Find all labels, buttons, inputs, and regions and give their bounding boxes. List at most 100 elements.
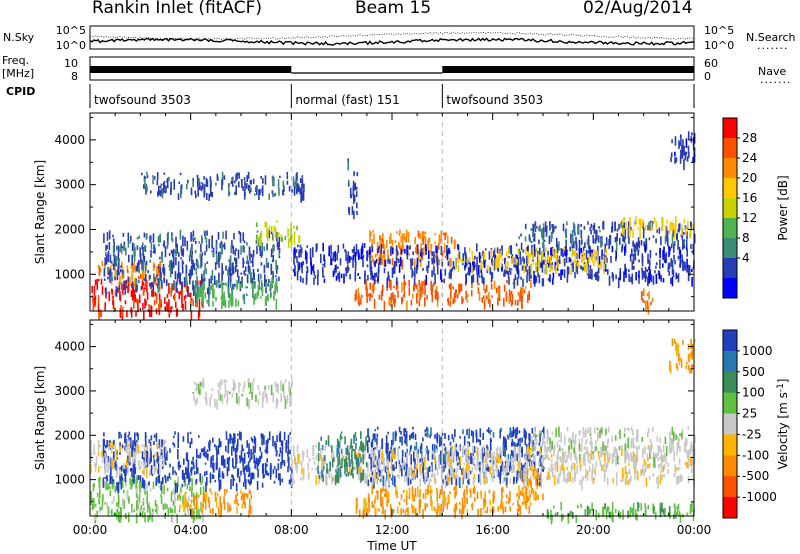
power-panel: 1000 2000 3000 4000 Slant Range [km] bbox=[33, 112, 696, 322]
data-patches bbox=[90, 338, 696, 525]
data-patch bbox=[194, 279, 278, 310]
data-patch bbox=[178, 488, 253, 519]
colorbar-swatch bbox=[723, 258, 737, 279]
sky-noise-line bbox=[89, 37, 695, 46]
y-tick-label: 2000 bbox=[54, 428, 85, 442]
colorbar-swatch bbox=[723, 392, 737, 415]
colorbar-swatch bbox=[723, 218, 737, 239]
n-search-label: N.Search bbox=[746, 31, 796, 44]
x-tick-label: 00:00 bbox=[677, 523, 712, 537]
cpid-segment-label: twofsound 3503 bbox=[446, 93, 543, 107]
colorbar-swatch bbox=[723, 497, 737, 519]
colorbar-swatch bbox=[723, 178, 737, 199]
colorbar-swatch bbox=[723, 455, 737, 477]
data-patch bbox=[90, 439, 167, 479]
data-patch-speckle bbox=[294, 445, 692, 488]
freq-band-1 bbox=[90, 66, 292, 73]
colorbar-tick-label: -25 bbox=[742, 427, 762, 441]
colorbar-tick-label: -100 bbox=[742, 448, 769, 462]
colorbar-swatch bbox=[723, 350, 737, 373]
freq-tick-left-bottom: 8 bbox=[71, 70, 78, 83]
cpid-label: CPID bbox=[6, 85, 36, 98]
colorbar-tick-label: 16 bbox=[742, 191, 757, 205]
cpid-panel: twofsound 3503 normal (fast) 151 twofsound… bbox=[89, 84, 695, 108]
data-patch bbox=[90, 475, 205, 524]
noise-tick-left-top: 10^5 bbox=[56, 24, 86, 37]
data-patch-speckle bbox=[347, 161, 350, 183]
colorbar-tick-label: 25 bbox=[742, 407, 757, 421]
data-patch bbox=[640, 290, 652, 310]
colorbar-swatch bbox=[723, 330, 737, 352]
velocity-panel: 1000 2000 3000 4000 Slant Range [km] bbox=[33, 319, 696, 525]
frequency-panel: 108 600 bbox=[64, 56, 718, 83]
x-tick-label: 20:00 bbox=[576, 523, 611, 537]
colorbar-swatch bbox=[723, 198, 737, 219]
colorbar-swatch bbox=[723, 413, 737, 435]
data-patch bbox=[256, 220, 301, 249]
data-patch bbox=[291, 444, 696, 490]
colorbar-tick-label: 12 bbox=[742, 211, 757, 225]
noise-tick-right-bottom: 10^0 bbox=[704, 39, 734, 52]
colorbar-tick-label: 100 bbox=[742, 386, 765, 400]
y-tick-label: 1000 bbox=[54, 473, 85, 487]
colorbar-swatch bbox=[723, 278, 737, 299]
y-axis-label: Slant Range [km] bbox=[33, 160, 47, 264]
power-colorbar: 28 24 20 16 12 8 4 Power [dB] bbox=[722, 117, 790, 299]
plot-area bbox=[90, 320, 694, 516]
x-tick-label: 00:00 bbox=[73, 523, 108, 537]
colorbar-tick-label: 4 bbox=[742, 251, 750, 265]
colorbar-label: Velocity [m s-1] bbox=[776, 379, 790, 470]
colorbar-tick-label: 24 bbox=[742, 151, 757, 165]
y-tick-label: 1000 bbox=[54, 267, 85, 281]
data-patch bbox=[97, 260, 165, 288]
data-patches bbox=[91, 131, 696, 322]
data-patch bbox=[455, 247, 608, 276]
data-patch bbox=[366, 426, 545, 489]
data-patch bbox=[669, 338, 694, 374]
y-tick-label: 3000 bbox=[54, 178, 85, 192]
x-axis-label: Time UT bbox=[366, 539, 417, 553]
data-patch bbox=[530, 426, 696, 467]
data-patch-speckle bbox=[317, 431, 359, 478]
freq-band-2 bbox=[442, 66, 694, 73]
y-axis-label: Slant Range [km] bbox=[33, 366, 47, 470]
data-patch-speckle bbox=[670, 339, 696, 374]
nave-tick-right-top: 60 bbox=[704, 57, 718, 70]
x-tick-label: 16:00 bbox=[475, 523, 510, 537]
colorbar-frame bbox=[722, 117, 738, 299]
colorbar-tick-label: 500 bbox=[742, 365, 765, 379]
y-tick-label: 4000 bbox=[54, 340, 85, 354]
colorbar-swatch bbox=[723, 158, 737, 179]
colorbar-frame bbox=[722, 329, 738, 519]
freq-tick-left-top: 10 bbox=[64, 57, 78, 70]
colorbar-tick-label: 28 bbox=[742, 131, 757, 145]
beam-label: Beam 15 bbox=[355, 0, 432, 18]
noise-tick-right-top: 10^5 bbox=[704, 24, 734, 37]
freq-label: Freq. bbox=[2, 54, 30, 67]
data-patch bbox=[103, 230, 281, 299]
data-patch-speckle bbox=[192, 382, 291, 409]
cpid-segment-label: twofsound 3503 bbox=[94, 93, 191, 107]
data-patch bbox=[317, 431, 368, 486]
data-patch-speckle bbox=[546, 501, 675, 519]
cpid-segment-label: normal (fast) 151 bbox=[295, 93, 399, 107]
x-tick-label: 12:00 bbox=[375, 523, 410, 537]
data-patch bbox=[547, 501, 695, 525]
colorbar-tick-label: 8 bbox=[742, 231, 750, 245]
n-sky-label: N.Sky bbox=[3, 31, 35, 44]
y-tick-label: 3000 bbox=[54, 384, 85, 398]
nave-tick-right-bottom: 0 bbox=[704, 70, 711, 83]
colorbar-label: Power [dB] bbox=[776, 175, 790, 240]
data-patch-speckle bbox=[179, 489, 243, 518]
velocity-colorbar: 1000 500 100 25 -25 -100 -500 -1000 Velocity [m … bbox=[722, 329, 790, 519]
time-axis: 00:00 04:00 08:00 12:00 16:00 20:00 00:00 Time … bbox=[73, 523, 712, 553]
nave-dots: ....... bbox=[760, 73, 792, 86]
data-patch bbox=[367, 229, 456, 271]
date-label: 02/Aug/2014 bbox=[583, 0, 693, 18]
colorbar-tick-label: -500 bbox=[742, 469, 769, 483]
data-patch bbox=[621, 216, 694, 240]
data-patch bbox=[670, 131, 696, 171]
n-search-dots: ....... bbox=[757, 39, 789, 52]
noise-frame bbox=[89, 25, 695, 50]
